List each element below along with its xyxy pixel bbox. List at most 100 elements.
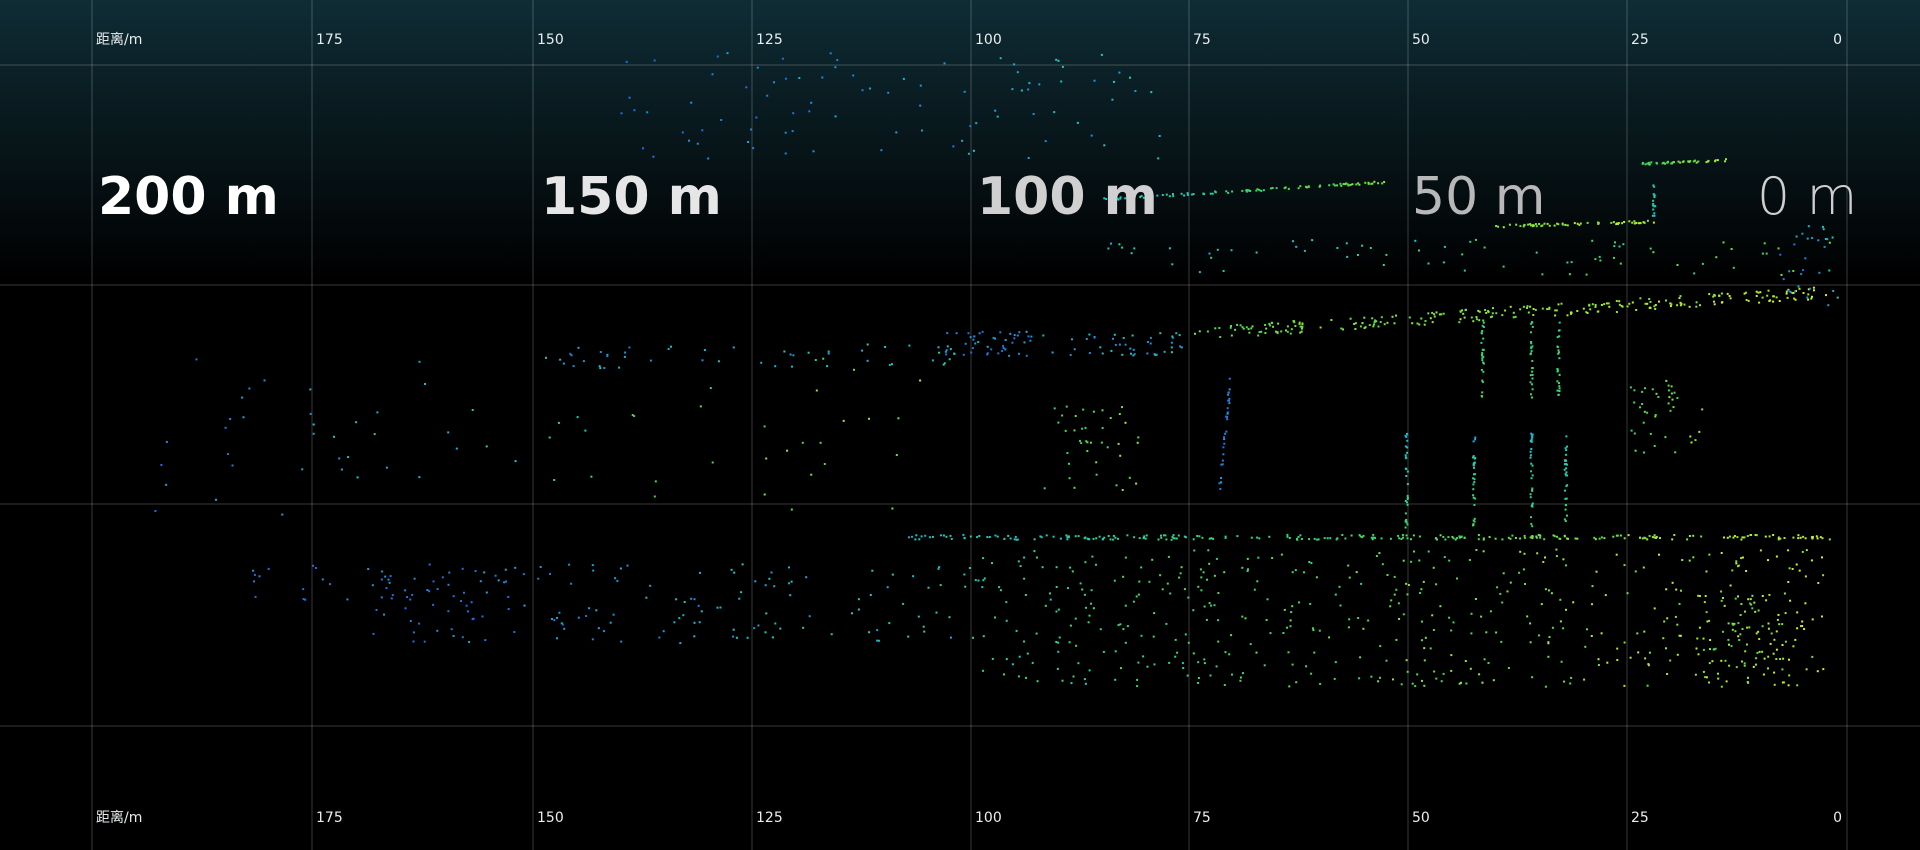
point bbox=[1530, 516, 1532, 519]
point bbox=[1796, 684, 1799, 687]
point bbox=[1113, 333, 1116, 336]
point bbox=[1766, 294, 1769, 297]
point bbox=[1404, 434, 1407, 437]
point bbox=[1568, 273, 1571, 276]
point bbox=[1347, 184, 1350, 187]
point bbox=[1579, 222, 1582, 225]
point bbox=[1546, 308, 1549, 311]
point bbox=[1733, 535, 1736, 537]
point bbox=[1361, 244, 1364, 247]
point bbox=[1544, 556, 1546, 559]
point bbox=[1463, 316, 1466, 319]
point bbox=[1474, 497, 1477, 500]
point bbox=[570, 354, 573, 357]
point bbox=[1005, 601, 1008, 604]
point bbox=[1740, 538, 1743, 541]
point bbox=[1187, 596, 1190, 599]
point bbox=[1481, 353, 1484, 356]
point bbox=[1728, 664, 1731, 667]
point bbox=[1033, 538, 1036, 541]
point bbox=[1730, 248, 1733, 250]
point bbox=[1144, 537, 1147, 540]
point bbox=[1217, 640, 1220, 643]
point bbox=[1598, 255, 1601, 258]
point bbox=[1448, 616, 1451, 619]
point bbox=[955, 332, 958, 335]
point bbox=[1728, 295, 1731, 297]
point bbox=[1564, 508, 1567, 511]
point bbox=[1603, 303, 1606, 306]
point bbox=[1035, 556, 1038, 559]
point bbox=[1529, 223, 1532, 226]
point bbox=[1559, 598, 1562, 601]
point bbox=[253, 573, 256, 576]
point bbox=[1066, 452, 1069, 454]
point bbox=[1598, 537, 1601, 540]
point bbox=[949, 534, 952, 537]
point bbox=[1600, 304, 1603, 306]
point bbox=[1228, 397, 1231, 400]
point bbox=[1633, 401, 1636, 404]
point bbox=[1157, 157, 1160, 160]
point bbox=[1020, 89, 1023, 92]
point bbox=[1821, 537, 1824, 540]
point bbox=[485, 445, 488, 448]
point bbox=[868, 417, 870, 420]
point bbox=[1781, 668, 1784, 671]
point bbox=[1773, 683, 1776, 686]
point bbox=[1743, 292, 1746, 295]
point bbox=[1646, 411, 1649, 414]
point bbox=[790, 580, 793, 583]
point bbox=[1797, 537, 1800, 540]
point bbox=[1290, 611, 1293, 614]
point bbox=[1514, 315, 1517, 318]
point bbox=[964, 342, 967, 345]
point bbox=[1205, 618, 1208, 621]
point bbox=[1531, 435, 1534, 438]
point bbox=[1433, 670, 1436, 673]
point bbox=[1543, 222, 1546, 225]
point bbox=[1298, 323, 1301, 325]
point bbox=[1411, 682, 1414, 685]
point bbox=[1679, 295, 1682, 298]
point bbox=[1815, 535, 1818, 538]
point bbox=[1551, 626, 1554, 629]
point bbox=[720, 119, 723, 121]
point bbox=[1519, 550, 1522, 553]
point bbox=[1145, 534, 1148, 537]
point bbox=[1783, 537, 1786, 539]
point bbox=[1370, 536, 1373, 539]
point bbox=[1623, 684, 1626, 687]
point bbox=[1777, 613, 1780, 616]
point bbox=[1491, 312, 1494, 315]
point bbox=[733, 571, 736, 574]
point bbox=[1084, 682, 1087, 685]
point bbox=[1340, 327, 1343, 330]
point bbox=[1795, 563, 1798, 566]
point bbox=[1103, 536, 1106, 539]
point bbox=[1777, 247, 1780, 250]
point bbox=[1130, 252, 1133, 255]
point bbox=[1787, 581, 1790, 583]
point bbox=[1275, 330, 1277, 333]
point bbox=[1629, 656, 1632, 659]
point bbox=[1477, 309, 1480, 312]
point bbox=[1665, 588, 1668, 591]
point bbox=[215, 498, 217, 501]
point bbox=[1118, 413, 1121, 415]
point bbox=[1725, 680, 1728, 683]
point bbox=[1068, 462, 1070, 465]
point bbox=[770, 571, 773, 574]
distance-label: 0 m bbox=[1757, 167, 1857, 227]
point bbox=[1165, 193, 1168, 196]
point bbox=[1759, 291, 1762, 294]
point bbox=[1735, 560, 1738, 563]
point bbox=[1588, 304, 1591, 307]
point bbox=[1755, 295, 1758, 297]
point bbox=[1408, 316, 1411, 319]
point bbox=[1404, 467, 1407, 470]
point bbox=[1249, 643, 1252, 646]
point bbox=[1124, 604, 1127, 607]
point bbox=[1678, 602, 1681, 605]
point bbox=[545, 356, 547, 359]
